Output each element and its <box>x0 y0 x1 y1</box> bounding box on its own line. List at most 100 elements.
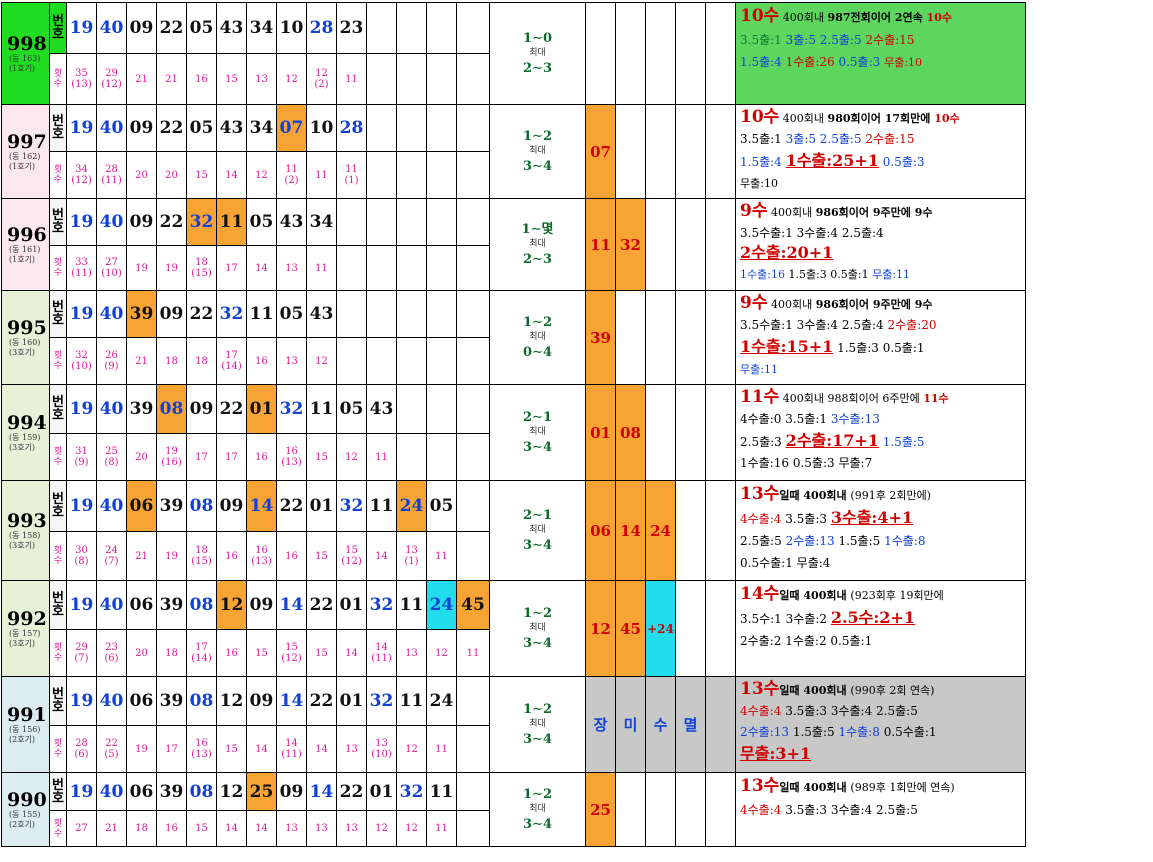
number-count: 15 <box>186 810 217 847</box>
drawn-number: 28 <box>306 2 337 54</box>
empty-cell <box>675 580 706 677</box>
drawn-number: 11 <box>366 480 397 532</box>
drawn-number: 11 <box>396 676 427 726</box>
range-cell: 1∼2 최대 3∼4 <box>489 676 586 773</box>
number-count: 23 (6) <box>96 629 127 677</box>
number-count: 14 <box>216 151 247 199</box>
number-count: 16 (13) <box>276 433 307 481</box>
number-count: 21 <box>126 337 157 385</box>
note-line: 10수 400회내 987전회이어 2연속 10수 <box>740 6 952 26</box>
number-count: 15 <box>186 151 217 199</box>
drawn-number: 43 <box>306 290 337 338</box>
number-count: 19 <box>126 725 157 773</box>
drawn-number: 01 <box>336 676 367 726</box>
number-count: 17 <box>186 433 217 481</box>
drawn-number: 25 <box>246 772 277 811</box>
round-row-counts: 횟 수 35 (13) 29 (12) 21 21 16 15 13 12 12 (2) 11 <box>2 53 1026 105</box>
number-count: 11 <box>426 531 457 581</box>
drawn-number: 09 <box>186 384 217 434</box>
empty-cell <box>456 104 490 152</box>
drawn-number: 11 <box>246 290 277 338</box>
note-line: 4수출:4 3.5출:3 3수출:4+1 <box>740 508 913 527</box>
note-line: 13수일때 400회내 (990후 2회 연속) <box>740 679 935 699</box>
empty-cell <box>366 151 397 199</box>
note-line: 2수출:13 1.5출:5 1수출:8 0.5수출:1 <box>740 725 937 739</box>
empty-cell <box>705 104 736 199</box>
empty-cell <box>456 53 490 105</box>
number-count: 17 (14) <box>216 337 247 385</box>
drawn-number: 28 <box>336 104 367 152</box>
round-row-counts: 횟 수 27 21 18 16 15 14 14 13 13 13 12 12 11 <box>2 810 1026 847</box>
note-line: 9수 400회내 986회이어 9주만에 9수 <box>740 293 933 313</box>
number-count: 30 (8) <box>66 531 97 581</box>
empty-cell <box>645 290 676 385</box>
range-cell: 1∼2 최대 3∼4 <box>489 104 586 199</box>
number-count: 13 <box>336 725 367 773</box>
empty-cell <box>456 810 490 847</box>
empty-cell <box>456 676 490 726</box>
empty-cell <box>456 384 490 434</box>
empty-cell <box>675 2 706 105</box>
number-count: 15 (12) <box>276 629 307 677</box>
round-row-numbers: 996 (동 161) (1호기) 번 호 19 40 09 22 32 11 05 43 34 1∼몇 최대… <box>1 198 1026 291</box>
round-number: 993 (동 158) (3호기) <box>1 480 50 581</box>
empty-cell <box>366 290 397 338</box>
number-count: 13 <box>276 810 307 847</box>
number-count: 33 (11) <box>66 245 97 291</box>
side-number: 06 <box>585 480 616 581</box>
empty-cell <box>675 104 706 199</box>
empty-cell <box>705 480 736 581</box>
round-label: 997 <box>7 130 47 153</box>
drawn-number: 24 <box>426 580 457 630</box>
number-count: 20 <box>126 433 157 481</box>
number-count: 13 <box>246 53 277 105</box>
note-line: 1.5출:4 1수출:26 0.5출:3 무출:10 <box>740 55 923 69</box>
round-row-counts: 횟 수 34 (12) 28 (11) 20 20 15 14 12 11 (2) 11 11 (1) <box>2 151 1026 199</box>
analysis-note: 10수 400회내 980회이어 17회만에 10수 3.5출:1 3출:5 2.… <box>735 104 1026 199</box>
round-number: 996 (동 161) (1호기) <box>1 198 50 291</box>
round-week-label: (동 161) <box>9 244 41 254</box>
note-line: 9수 400회내 986회이어 9주만에 9수 <box>740 201 933 221</box>
note-line: 11수 400회내 988회이어 6주만에 11수 <box>740 387 949 407</box>
side-number: 01 <box>585 384 616 481</box>
number-count: 32 (10) <box>66 337 97 385</box>
side-number: 14 <box>615 480 646 581</box>
number-count: 22 (5) <box>96 725 127 773</box>
empty-cell <box>396 53 427 105</box>
number-count: 16 (13) <box>246 531 277 581</box>
round-week-label: (동 162) <box>9 151 41 161</box>
side-number: 수 <box>645 676 676 773</box>
number-count: 16 <box>186 53 217 105</box>
round-week-label: (동 163) <box>9 53 41 63</box>
drawn-number: 19 <box>66 198 97 246</box>
empty-cell <box>705 580 736 677</box>
empty-cell <box>615 2 646 105</box>
number-count: 13 (10) <box>366 725 397 773</box>
empty-cell <box>336 198 367 246</box>
analysis-note: 9수 400회내 986회이어 9주만에 9수 3.5수출:1 3수출:4 2.5… <box>735 290 1026 385</box>
number-count: 14 <box>306 725 337 773</box>
analysis-note: 9수 400회내 986회이어 9주만에 9수 3.5수출:1 3수출:4 2.5… <box>735 198 1026 291</box>
round-label: 996 <box>7 223 47 246</box>
range-cell: 1∼몇 최대 2∼3 <box>489 198 586 291</box>
number-count: 12 <box>246 151 277 199</box>
number-count: 12 <box>276 53 307 105</box>
number-count: 21 <box>126 531 157 581</box>
analysis-table: 998 (동 163) (1호기) 번 호 19 40 09 22 05 43 34 10 28 23 1∼0… <box>1 2 1026 847</box>
empty-cell <box>426 53 457 105</box>
number-count: 24 (7) <box>96 531 127 581</box>
drawn-number: 05 <box>276 290 307 338</box>
number-count: 16 <box>216 531 247 581</box>
drawn-number: 05 <box>246 198 277 246</box>
empty-cell <box>366 53 397 105</box>
drawn-number: 05 <box>336 384 367 434</box>
drawn-number: 08 <box>186 772 217 811</box>
analysis-note: 10수 400회내 987전회이어 2연속 10수 3.5출:1 3출:5 2.5… <box>735 2 1026 105</box>
round-machine-label: (3호기) <box>9 540 36 550</box>
